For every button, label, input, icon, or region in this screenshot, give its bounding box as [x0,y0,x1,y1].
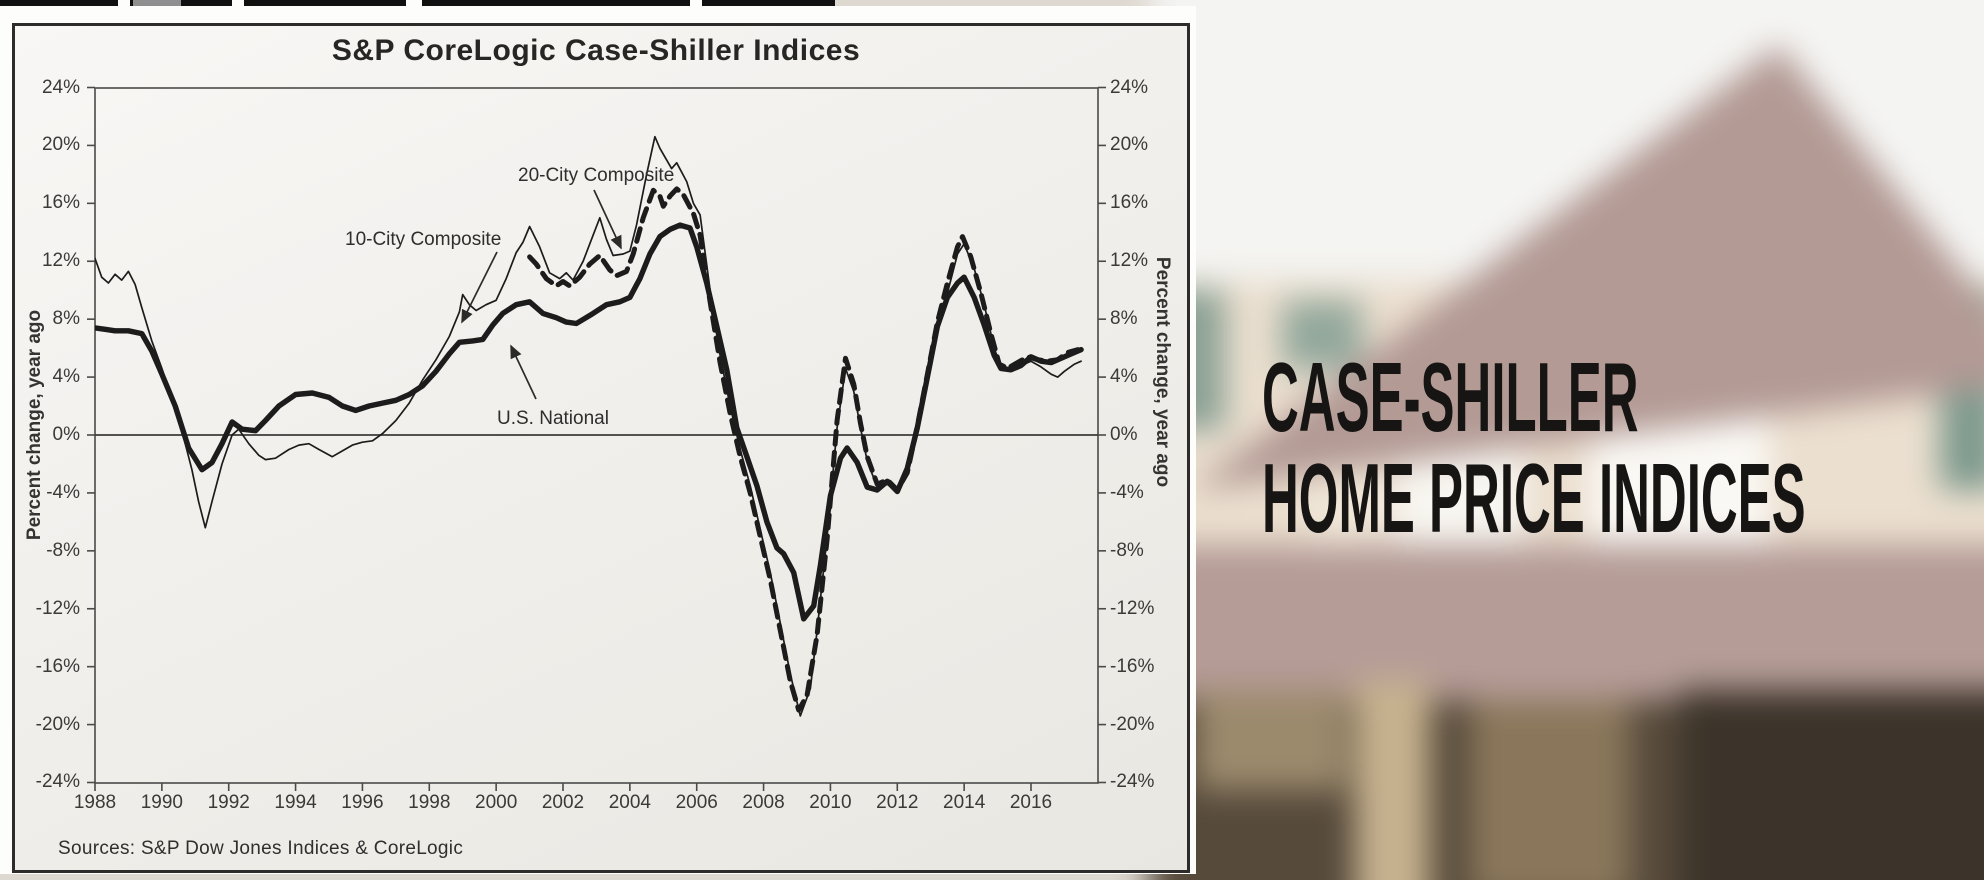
y-tick-label-right: -20% [1110,713,1155,735]
x-tick-label: 2002 [541,792,585,813]
photo-shutter-teal-small [1282,300,1362,370]
y-tick-label-right: -16% [1110,655,1155,677]
x-tick-label: 2000 [475,792,518,813]
y-tick-label-right: 4% [1110,366,1138,388]
y-tick-label-left: -24% [35,771,80,793]
x-tick-label: 2008 [742,792,785,813]
y-tick-label-left: -8% [46,539,80,561]
y-tick-label-left: 16% [41,192,80,214]
house-photo-blur-layer [1150,0,1984,880]
photo-porch-light [1196,690,1346,790]
y-tick-label-left: 24% [41,76,80,98]
hero-headline-line2: HOME PRICE INDICES [1262,443,1806,553]
annotation-us-national: U.S. National [497,408,609,429]
hero-headline: CASE-SHILLER HOME PRICE INDICES [1262,347,1984,549]
photo-porch-mid [1470,700,1630,880]
window-edge-strip-gray-segment [133,0,181,6]
x-tick-label: 2010 [809,792,852,813]
y-tick-label-right: 16% [1110,192,1149,214]
photo-porch-roof [1150,545,1984,710]
x-tick-label: 1992 [207,792,250,813]
y-axis-title-right: Percent change, year ago [1152,256,1173,488]
y-tick-label-right: -4% [1110,481,1144,503]
x-tick-label: 2012 [876,792,919,813]
x-tick-label: 1988 [73,792,117,813]
sources-note: Sources: S&P Dow Jones Indices & CoreLog… [58,838,464,859]
hero-headline-line1: CASE-SHILLER [1262,342,1639,452]
x-tick-label: 1994 [274,792,317,813]
y-tick-label-left: 4% [52,366,80,388]
x-tick-label: 2014 [943,792,986,813]
y-tick-label-right: -8% [1110,539,1144,561]
photo-porch-shadow-dark [1680,690,1984,880]
annotation-20-city-composite: 20-City Composite [518,165,675,186]
y-tick-label-left: -4% [46,481,80,503]
window-edge-strip-gap [690,0,702,6]
y-tick-label-right: 20% [1110,134,1149,156]
x-tick-label: 1998 [408,792,451,813]
photo-column-tan [1355,680,1430,880]
y-tick-label-right: 24% [1110,76,1149,98]
y-tick-label-left: -20% [35,713,80,735]
y-tick-label-left: 0% [52,424,80,445]
y-tick-label-right: -12% [1110,597,1155,619]
y-tick-label-right: -24% [1110,771,1155,793]
window-edge-strip-gap [232,0,244,6]
y-tick-label-right: 8% [1110,308,1138,330]
y-tick-label-right: 0% [1110,424,1138,445]
y-tick-label-right: 12% [1110,250,1149,272]
y-tick-label-left: 8% [52,308,80,330]
chart-title: S&P CoreLogic Case-Shiller Indices [331,34,861,67]
y-tick-label-left: -16% [35,655,80,677]
y-tick-label-left: 20% [41,134,80,156]
window-edge-strip-gap [118,0,130,6]
y-tick-label-left: 12% [41,250,80,272]
y-tick-label-left: -12% [35,597,80,619]
x-tick-label: 1996 [341,792,384,813]
annotation-10-city-composite: 10-City Composite [345,229,502,250]
x-tick-label: 2006 [675,792,718,813]
window-edge-strip-gap [406,0,422,6]
chart-panel [12,23,1190,873]
x-tick-label: 1990 [140,792,183,813]
x-tick-label: 2004 [608,792,651,813]
x-tick-label: 2016 [1009,792,1053,813]
